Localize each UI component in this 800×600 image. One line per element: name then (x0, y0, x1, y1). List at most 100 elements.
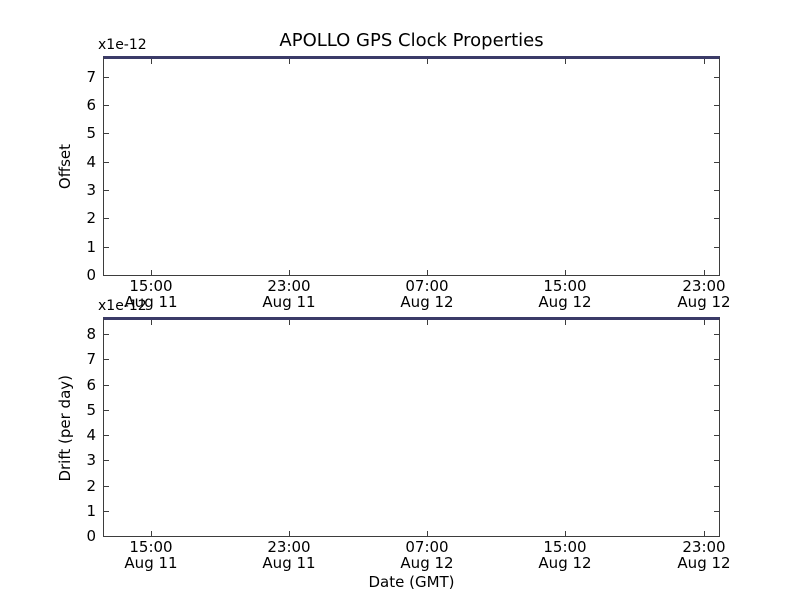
y-tick-mark (104, 435, 109, 436)
y-tick-label: 4 (86, 153, 96, 171)
x-tick-label: 23:00 Aug 11 (247, 539, 331, 571)
x-tick-time: 15:00 (543, 538, 587, 556)
x-tick-date: Aug 11 (124, 293, 178, 311)
x-tick-mark (427, 531, 428, 536)
y-tick-label: 6 (86, 96, 96, 114)
x-tick-mark (565, 320, 566, 325)
y-tick-mark (104, 385, 109, 386)
y-tick-mark (104, 275, 109, 276)
offset-plot: x1e-12 Offset 15:00 Aug 11 23:00 Aug 11 07:0… (56, 37, 731, 310)
y-tick-label: 2 (86, 209, 96, 227)
x-tick-mark (289, 59, 290, 64)
x-tick-label: 07:00 Aug 12 (385, 539, 469, 571)
x-tick-date: Aug 12 (400, 293, 454, 311)
y-tick-mark (714, 334, 719, 335)
y-tick-mark (714, 275, 719, 276)
x-tick-label: 15:00 Aug 12 (523, 278, 607, 310)
y-tick-label: 3 (86, 181, 96, 199)
y-tick-mark (104, 218, 109, 219)
x-tick-mark (151, 320, 152, 325)
x-tick-label: 15:00 Aug 12 (523, 539, 607, 571)
y-tick-mark (104, 162, 109, 163)
y-tick-label: 2 (86, 477, 96, 495)
y-tick-mark (104, 247, 109, 248)
y-tick-label: 1 (86, 502, 96, 520)
y-tick-mark (714, 486, 719, 487)
y-tick-mark (104, 359, 109, 360)
y-tick-label: 8 (86, 325, 96, 343)
y-tick-label: 0 (86, 527, 96, 545)
y-tick-mark (714, 247, 719, 248)
y-tick-label: 3 (86, 451, 96, 469)
x-axis-label: Date (GMT) (368, 573, 455, 591)
x-tick-mark (427, 59, 428, 64)
x-tick-time: 23:00 (682, 277, 726, 295)
x-tick-date: Aug 11 (262, 554, 316, 572)
x-tick-date: Aug 12 (400, 554, 454, 572)
y-tick-label: 7 (86, 350, 96, 368)
x-tick-mark (289, 320, 290, 325)
y-tick-label: 0 (86, 266, 96, 284)
x-tick-time: 15:00 (543, 277, 587, 295)
figure-title: APOLLO GPS Clock Properties (279, 30, 544, 51)
x-tick-time: 23:00 (682, 538, 726, 556)
x-tick-label: 07:00 Aug 12 (385, 278, 469, 310)
x-tick-date: Aug 12 (538, 554, 592, 572)
y-tick-mark (104, 536, 109, 537)
x-tick-label: 23:00 Aug 11 (247, 278, 331, 310)
x-tick-label: 15:00 Aug 11 (109, 539, 193, 571)
y-tick-label: 6 (86, 376, 96, 394)
y-tick-mark (714, 511, 719, 512)
y-tick-mark (104, 460, 109, 461)
y-tick-mark (104, 410, 109, 411)
y-tick-mark (714, 77, 719, 78)
y-tick-mark (714, 190, 719, 191)
y-tick-mark (714, 162, 719, 163)
y-scale-label-drift: x1e-12 (98, 298, 147, 314)
x-tick-mark (151, 270, 152, 275)
x-tick-label: 23:00 Aug 12 (662, 539, 746, 571)
y-tick-mark (714, 385, 719, 386)
x-tick-date: Aug 11 (124, 554, 178, 572)
x-tick-time: 23:00 (267, 538, 311, 556)
x-tick-time: 15:00 (129, 277, 173, 295)
x-tick-mark (427, 320, 428, 325)
y-tick-mark (104, 486, 109, 487)
x-tick-mark (565, 59, 566, 64)
y-tick-label: 5 (86, 124, 96, 142)
x-tick-date: Aug 12 (538, 293, 592, 311)
x-tick-mark (151, 59, 152, 64)
x-tick-mark (427, 270, 428, 275)
y-tick-label: 4 (86, 426, 96, 444)
y-tick-mark (104, 77, 109, 78)
x-tick-label: 23:00 Aug 12 (662, 278, 746, 310)
x-tick-mark (704, 270, 705, 275)
x-tick-date: Aug 12 (677, 554, 731, 572)
x-tick-time: 23:00 (267, 277, 311, 295)
y-tick-mark (104, 190, 109, 191)
x-tick-mark (704, 320, 705, 325)
y-tick-mark (714, 410, 719, 411)
y-scale-label-offset: x1e-12 (98, 37, 147, 53)
x-tick-date: Aug 11 (262, 293, 316, 311)
y-tick-mark (714, 133, 719, 134)
y-tick-mark (104, 105, 109, 106)
y-tick-mark (714, 460, 719, 461)
x-tick-mark (565, 270, 566, 275)
y-tick-label: 7 (86, 68, 96, 86)
x-tick-time: 07:00 (405, 538, 449, 556)
x-tick-mark (704, 531, 705, 536)
drift-plot: x1e-12 Drift (per day) Date (GMT) 15:00 A… (56, 298, 731, 591)
y-tick-mark (104, 133, 109, 134)
x-tick-label: 15:00 Aug 11 (109, 278, 193, 310)
y-tick-label: 1 (86, 238, 96, 256)
x-tick-mark (565, 531, 566, 536)
x-tick-mark (289, 531, 290, 536)
x-tick-time: 15:00 (129, 538, 173, 556)
y-tick-mark (714, 536, 719, 537)
y-tick-mark (104, 334, 109, 335)
x-tick-mark (151, 531, 152, 536)
y-tick-label: 5 (86, 401, 96, 419)
y-tick-mark (714, 218, 719, 219)
